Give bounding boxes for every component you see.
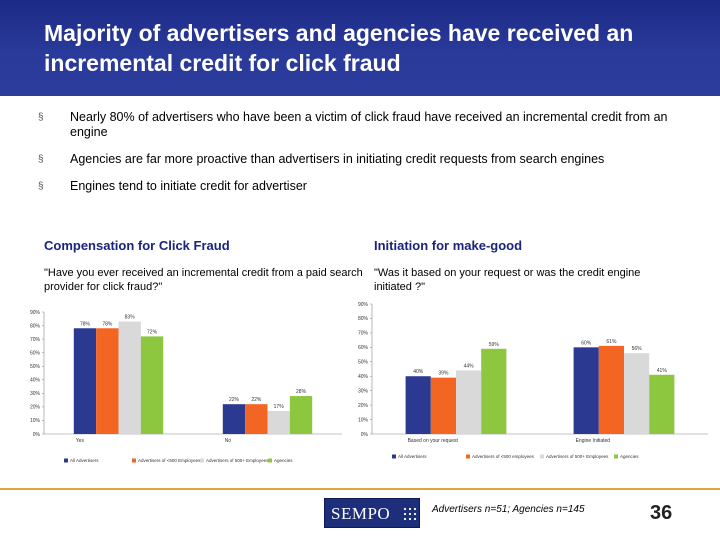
footer-divider [0, 488, 720, 490]
left-section-heading: Compensation for Click Fraud [44, 238, 230, 253]
slide-header: Majority of advertisers and agencies hav… [0, 0, 720, 96]
chart-1-value-label: 40% [413, 369, 424, 375]
chart-0-value-label: 17% [274, 404, 285, 410]
initiation-chart: 0% 10% 20% 30% 40% 50% 60% 70% 80% 90% 40% 39% 44% 59… [358, 302, 708, 459]
chart-0-bar [96, 328, 119, 434]
chart-0-value-label: 22% [229, 397, 240, 403]
chart-1-category-label: Engine Initiated [576, 438, 611, 444]
sample-size-note: Advertisers n=51; Agencies n=145 [432, 504, 585, 515]
chart-1-category-label: Based on your request [408, 438, 459, 444]
chart-0-value-label: 78% [102, 321, 113, 327]
chart-0-legend-swatch [268, 458, 272, 463]
right-section-question: "Was it based on your request or was the… [374, 267, 641, 293]
chart-0-ytick-label: 10% [30, 418, 41, 424]
chart-0-legend-swatch [200, 458, 204, 463]
chart-0-ytick-label: 90% [30, 310, 41, 316]
chart-1-bar [624, 353, 650, 434]
chart-1-bar [405, 376, 431, 434]
chart-0-bar [73, 328, 97, 434]
bullet-list: § Nearly 80% of advertisers who have bee… [38, 110, 688, 206]
chart-1-ytick-label: 20% [358, 403, 369, 409]
bullet-item: § Agencies are far more proactive than a… [38, 152, 688, 167]
chart-0-value-label: 72% [147, 329, 158, 335]
chart-0-legend-swatch [132, 458, 136, 463]
chart-0-ytick-label: 0% [33, 432, 41, 438]
chart-0-bar [289, 396, 313, 434]
chart-1-bar [481, 348, 507, 434]
compensation-chart: 0% 10% 20% 30% 40% 50% 60% 70% 80% 90% 78% 78% 83% 72… [30, 310, 342, 463]
chart-0-category-label: Yes [76, 438, 85, 444]
chart-0-ytick-label: 20% [30, 405, 41, 411]
bullet-item: § Engines tend to initiate credit for ad… [38, 179, 688, 194]
chart-1-bar [430, 377, 456, 434]
chart-0-bar [118, 321, 141, 434]
chart-0-bar [140, 336, 164, 434]
chart-0-legend-label: Advertisers of <500 Employees [138, 458, 201, 463]
left-section-question: "Have you ever received an incremental c… [44, 267, 363, 293]
chart-0-bar [245, 404, 268, 434]
chart-0-ytick-label: 80% [30, 323, 41, 329]
chart-1-value-label: 39% [438, 371, 449, 377]
chart-1-legend-label: Agencies [620, 454, 639, 459]
chart-1-ytick-label: 70% [358, 331, 369, 337]
chart-0-value-label: 83% [125, 314, 136, 320]
bullet-text: Engines tend to initiate credit for adve… [70, 179, 307, 193]
chart-0-bar [222, 404, 246, 434]
chart-1-ytick-label: 60% [358, 345, 369, 351]
chart-1-ytick-label: 10% [358, 417, 369, 423]
chart-1-ytick-label: 50% [358, 360, 369, 366]
chart-1-value-label: 61% [606, 339, 617, 345]
chart-1-legend-label: Advertisers of <500 employees [472, 454, 535, 459]
logo-text: SEMPO [331, 504, 391, 523]
bullet-marker: § [38, 154, 44, 165]
chart-0-legend-swatch [64, 458, 68, 463]
chart-1-ytick-label: 90% [358, 302, 369, 308]
sempo-logo: SEMPO [324, 498, 420, 528]
chart-1-bar [649, 374, 675, 434]
chart-1-bar [598, 345, 624, 434]
chart-1-legend-swatch [392, 454, 396, 459]
bullet-item: § Nearly 80% of advertisers who have bee… [38, 110, 688, 140]
chart-0-ytick-label: 30% [30, 391, 41, 397]
chart-0-value-label: 22% [251, 397, 262, 403]
chart-0-value-label: 78% [80, 321, 91, 327]
chart-1-value-label: 56% [632, 346, 643, 352]
chart-1-value-label: 60% [581, 340, 592, 346]
chart-1-value-label: 41% [657, 368, 668, 374]
bullet-marker: § [38, 112, 44, 123]
chart-1-ytick-label: 40% [358, 374, 369, 380]
slide-title: Majority of advertisers and agencies hav… [44, 20, 634, 76]
chart-1-value-label: 44% [464, 363, 475, 369]
bullet-marker: § [38, 181, 44, 192]
chart-0-ytick-label: 40% [30, 378, 41, 384]
chart-1-value-label: 59% [489, 342, 500, 348]
bullet-text: Agencies are far more proactive than adv… [70, 152, 605, 166]
chart-0-category-label: No [225, 438, 232, 444]
logo-dots-icon [403, 507, 417, 521]
chart-1-legend-swatch [614, 454, 618, 459]
chart-1-bar [456, 370, 482, 434]
chart-1-ytick-label: 30% [358, 388, 369, 394]
chart-0-value-label: 28% [296, 389, 307, 395]
chart-1-legend-swatch [540, 454, 544, 459]
chart-0-legend-label: Agencies [274, 458, 293, 463]
chart-0-ytick-label: 50% [30, 364, 41, 370]
chart-1-legend-label: Advertisers of 500+ Employees [546, 454, 609, 459]
chart-0-ytick-label: 60% [30, 350, 41, 356]
chart-0-legend-label: Advertisers of 500+ Employees [206, 458, 269, 463]
right-section-heading: Initiation for make-good [374, 238, 523, 253]
chart-1-bar [573, 347, 599, 434]
chart-1-legend-label: All Advertisers [398, 454, 427, 459]
chart-1-ytick-label: 0% [361, 432, 369, 438]
chart-0-bar [267, 410, 290, 434]
chart-0-legend-label: All Advertisers [70, 458, 99, 463]
page-number: 36 [650, 502, 673, 524]
bullet-text: Nearly 80% of advertisers who have been … [70, 110, 668, 139]
chart-1-ytick-label: 80% [358, 316, 369, 322]
chart-1-legend-swatch [466, 454, 470, 459]
chart-0-ytick-label: 70% [30, 337, 41, 343]
